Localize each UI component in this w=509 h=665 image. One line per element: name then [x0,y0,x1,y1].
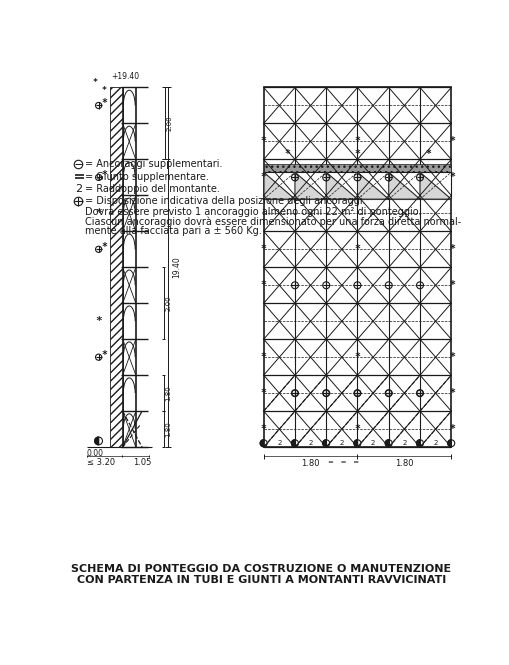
Text: *: * [424,150,430,160]
Text: SCHEMA DI PONTEGGIO DA COSTRUZIONE O MANUTENZIONE: SCHEMA DI PONTEGGIO DA COSTRUZIONE O MAN… [71,564,450,574]
Polygon shape [294,172,326,199]
Text: = Disposizione indicativa della posizione degli ancoraggi.: = Disposizione indicativa della posizion… [86,196,365,206]
Text: *: * [260,172,265,182]
Polygon shape [357,172,388,199]
Text: *: * [354,424,360,434]
Bar [263,164,450,172]
Text: 2: 2 [433,440,437,446]
Text: *: * [260,424,265,434]
Text: *: * [92,78,97,87]
Text: 2: 2 [339,440,344,446]
Polygon shape [260,440,263,447]
Text: *: * [102,350,107,360]
Text: 2: 2 [308,440,312,446]
Text: *: * [354,244,360,254]
Text: *: * [260,388,265,398]
Text: 2: 2 [75,184,82,194]
Text: *: * [260,352,265,362]
Text: *: * [260,280,265,291]
Text: *: * [448,352,454,362]
Polygon shape [388,172,419,199]
Text: Ciascun ancoraggio dovrà essere dimensionato per una forza diretta normal-: Ciascun ancoraggio dovrà essere dimensio… [86,216,461,227]
Text: *: * [448,244,454,254]
Text: 0.00: 0.00 [87,450,104,458]
Bar [263,172,450,199]
Text: = Ancoraggi supplementari.: = Ancoraggi supplementari. [86,160,222,170]
Text: 1.80: 1.80 [301,459,319,467]
Text: *: * [95,208,102,218]
Text: 1.05: 1.05 [133,458,152,467]
Bar [110,88,122,447]
Text: = Giunto supplementare.: = Giunto supplementare. [86,172,209,182]
Polygon shape [419,172,450,199]
Text: 2.00: 2.00 [166,116,173,131]
Text: 19.40: 19.40 [172,257,181,278]
Polygon shape [353,440,357,447]
Text: *: * [448,172,454,182]
Text: *: * [284,150,289,160]
Text: +19.40: +19.40 [111,72,139,81]
Text: *: * [448,136,454,146]
Text: ≤ 3.20: ≤ 3.20 [87,458,115,467]
Polygon shape [384,440,388,447]
Text: *: * [354,136,360,146]
Text: mente alla facciata pari a ± 560 Kg.: mente alla facciata pari a ± 560 Kg. [86,227,262,237]
Polygon shape [447,440,450,447]
Polygon shape [326,172,357,199]
Text: *: * [260,136,265,146]
Text: CON PARTENZA IN TUBI E GIUNTI A MONTANTI RAVVICINATI: CON PARTENZA IN TUBI E GIUNTI A MONTANTI… [76,575,445,585]
Polygon shape [416,440,419,447]
Text: *: * [101,86,106,95]
Polygon shape [291,440,294,447]
Text: *: * [102,170,107,180]
Text: 2.00: 2.00 [165,295,171,311]
Text: *: * [260,244,265,254]
Bar [263,88,450,447]
Text: *: * [354,150,360,160]
Text: = Raddoppio del montante.: = Raddoppio del montante. [86,184,220,194]
Polygon shape [322,440,326,447]
Text: *: * [448,280,454,291]
Polygon shape [95,437,98,445]
Text: 1.80: 1.80 [165,385,171,401]
Text: 1.80: 1.80 [394,459,413,467]
Text: Dovrà essere previsto 1 ancoraggio almeno ogni 22 m² di ponteggio.: Dovrà essere previsto 1 ancoraggio almen… [86,206,421,217]
Text: *: * [102,98,107,108]
Text: *: * [95,317,102,327]
Text: *: * [354,352,360,362]
Text: 2: 2 [402,440,406,446]
Text: *: * [448,424,454,434]
Text: 2: 2 [370,440,375,446]
Text: *: * [448,388,454,398]
Text: *: * [102,242,107,252]
Polygon shape [263,172,294,199]
Text: 1.80: 1.80 [165,421,171,437]
Text: 2: 2 [276,440,281,446]
Text: =   =   =: = = = [327,459,358,465]
